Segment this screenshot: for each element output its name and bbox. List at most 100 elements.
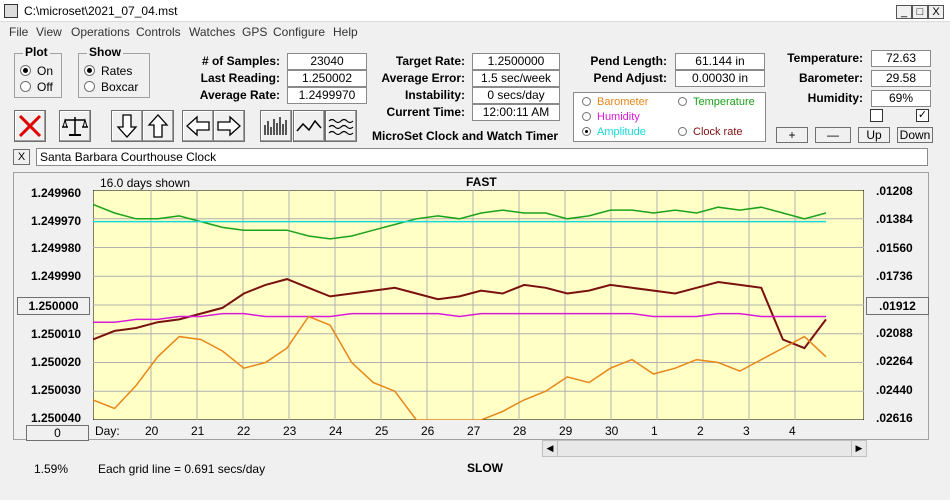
wave-view-button[interactable]	[325, 110, 357, 142]
zero-button[interactable]: 0	[26, 425, 89, 441]
up-button[interactable]: Up	[858, 127, 890, 143]
menu-watches[interactable]: Watches	[189, 25, 236, 39]
legend-humidity[interactable]: Humidity	[582, 111, 640, 123]
target-rate-field[interactable]: 1.2500000	[472, 53, 560, 70]
balance-button[interactable]	[59, 110, 91, 142]
y-right-tick: .01208	[876, 184, 913, 198]
day-label: Day:	[95, 424, 120, 438]
x-tick-label: 29	[559, 424, 573, 438]
scroll-up-button[interactable]	[142, 110, 174, 142]
legend-amplitude-label: Amplitude	[597, 126, 646, 138]
menu-view[interactable]: View	[36, 25, 62, 39]
barometer-field: 29.58	[871, 70, 931, 87]
menu-controls[interactable]: Controls	[136, 25, 181, 39]
checkbox-left[interactable]	[870, 109, 883, 122]
pend-length-field[interactable]: 61.144 in	[675, 53, 765, 70]
legend-clock-rate[interactable]: Clock rate	[678, 126, 743, 138]
series-line-barometer	[93, 315, 827, 420]
x-tick-label: 25	[375, 424, 389, 438]
pend-adjust-label: Pend Adjust:	[593, 71, 667, 85]
samples-label: # of Samples:	[201, 54, 280, 68]
instability-field: 0 secs/day	[472, 87, 560, 104]
line-graph-icon	[296, 119, 322, 132]
y-right-tick: .02616	[876, 411, 913, 425]
line-view-button[interactable]	[293, 110, 325, 142]
y-left-tick: 1.250040	[31, 411, 82, 425]
plus-button[interactable]: +	[776, 127, 808, 143]
clear-name-button[interactable]: X	[13, 149, 30, 165]
x-tick-label: 23	[283, 424, 297, 438]
y-left-tick: 1.250030	[31, 383, 82, 397]
x-tick-label: 3	[743, 424, 750, 438]
clock-name-field[interactable]: Santa Barbara Courthouse Clock	[36, 148, 928, 166]
checkbox-right[interactable]: ✓	[916, 109, 929, 122]
scroll-down-button[interactable]	[111, 110, 143, 142]
legend-temperature[interactable]: Temperature	[678, 96, 755, 108]
y-right-tick: .01736	[876, 269, 913, 283]
minus-button[interactable]: —	[815, 127, 851, 143]
radio-dot	[20, 81, 31, 92]
x-tick-label: 4	[789, 424, 796, 438]
last-reading-label: Last Reading:	[200, 71, 280, 85]
x-tick-label: 28	[513, 424, 527, 438]
radio-dot	[20, 65, 31, 76]
y-left-center-button[interactable]: 1.250000	[17, 297, 90, 315]
series-line-humidity	[93, 312, 826, 323]
x-tick-label: 30	[605, 424, 619, 438]
radio-dot	[84, 65, 95, 76]
menu-help[interactable]: Help	[333, 25, 358, 39]
bars-view-button[interactable]	[260, 110, 292, 142]
temperature-field: 72.63	[871, 50, 931, 67]
app-icon	[4, 4, 18, 18]
x-tick-label: 26	[421, 424, 435, 438]
y-right-center-button[interactable]: .01912	[866, 297, 929, 315]
menu-configure[interactable]: Configure	[273, 25, 326, 39]
close-button[interactable]: X	[928, 5, 944, 19]
plot-on-radio[interactable]: On	[20, 64, 53, 78]
series-group	[93, 203, 827, 420]
y-left-tick: 1.249960	[31, 186, 82, 200]
current-time-field: 12:00:11 AM	[472, 104, 560, 121]
average-rate-label: Average Rate:	[199, 88, 280, 102]
fast-label: FAST	[466, 175, 497, 189]
app-name: MicroSet Clock and Watch Timer	[372, 129, 559, 143]
plot-off-radio[interactable]: Off	[20, 80, 53, 94]
y-left-tick: 1.249980	[31, 241, 82, 255]
scroll-right-button[interactable]	[213, 110, 245, 142]
clear-button[interactable]	[14, 110, 46, 142]
show-boxcar-radio[interactable]: Boxcar	[84, 80, 138, 94]
menu-gps[interactable]: GPS	[242, 25, 268, 39]
average-rate-field: 1.2499970	[287, 87, 367, 104]
radio-dot	[582, 97, 591, 106]
legend-humidity-label: Humidity	[597, 111, 640, 123]
down-button[interactable]: Down	[897, 127, 933, 143]
x-tick-label: 22	[237, 424, 251, 438]
maximize-button[interactable]: □	[912, 5, 928, 19]
menu-file[interactable]: File	[9, 25, 29, 39]
minimize-button[interactable]: _	[896, 5, 912, 19]
legend-amplitude[interactable]: Amplitude	[582, 126, 646, 138]
plot-on-label: On	[37, 64, 54, 78]
arrow-down-icon	[116, 114, 138, 138]
current-time-label: Current Time:	[386, 105, 465, 119]
series-line-clock-rate	[93, 278, 827, 350]
y-right-tick: .02088	[876, 326, 913, 340]
window-title: C:\microset\2021_07_04.mst	[24, 4, 178, 18]
scroll-right-arrow[interactable]: ▶	[851, 441, 866, 456]
show-rates-radio[interactable]: Rates	[84, 64, 132, 78]
x-tick-label: 2	[697, 424, 704, 438]
scroll-left-arrow[interactable]: ◀	[543, 441, 558, 456]
radio-dot	[678, 127, 687, 136]
pend-adjust-field[interactable]: 0.00030 in	[675, 70, 765, 87]
scroll-left-button[interactable]	[182, 110, 214, 142]
legend-barometer-label: Barometer	[597, 96, 649, 108]
show-group: Show Rates Boxcar	[78, 45, 150, 98]
menu-operations[interactable]: Operations	[71, 25, 130, 39]
grid-note: Each grid line = 0.691 secs/day	[98, 462, 266, 476]
radio-dot	[678, 97, 687, 106]
legend-barometer[interactable]: Barometer	[582, 96, 648, 108]
horizontal-scrollbar[interactable]: ◀ ▶	[542, 440, 867, 457]
legend-clock-rate-label: Clock rate	[693, 126, 743, 138]
series-legend: Barometer Temperature Humidity Amplitude…	[573, 92, 766, 142]
show-boxcar-label: Boxcar	[101, 80, 139, 94]
